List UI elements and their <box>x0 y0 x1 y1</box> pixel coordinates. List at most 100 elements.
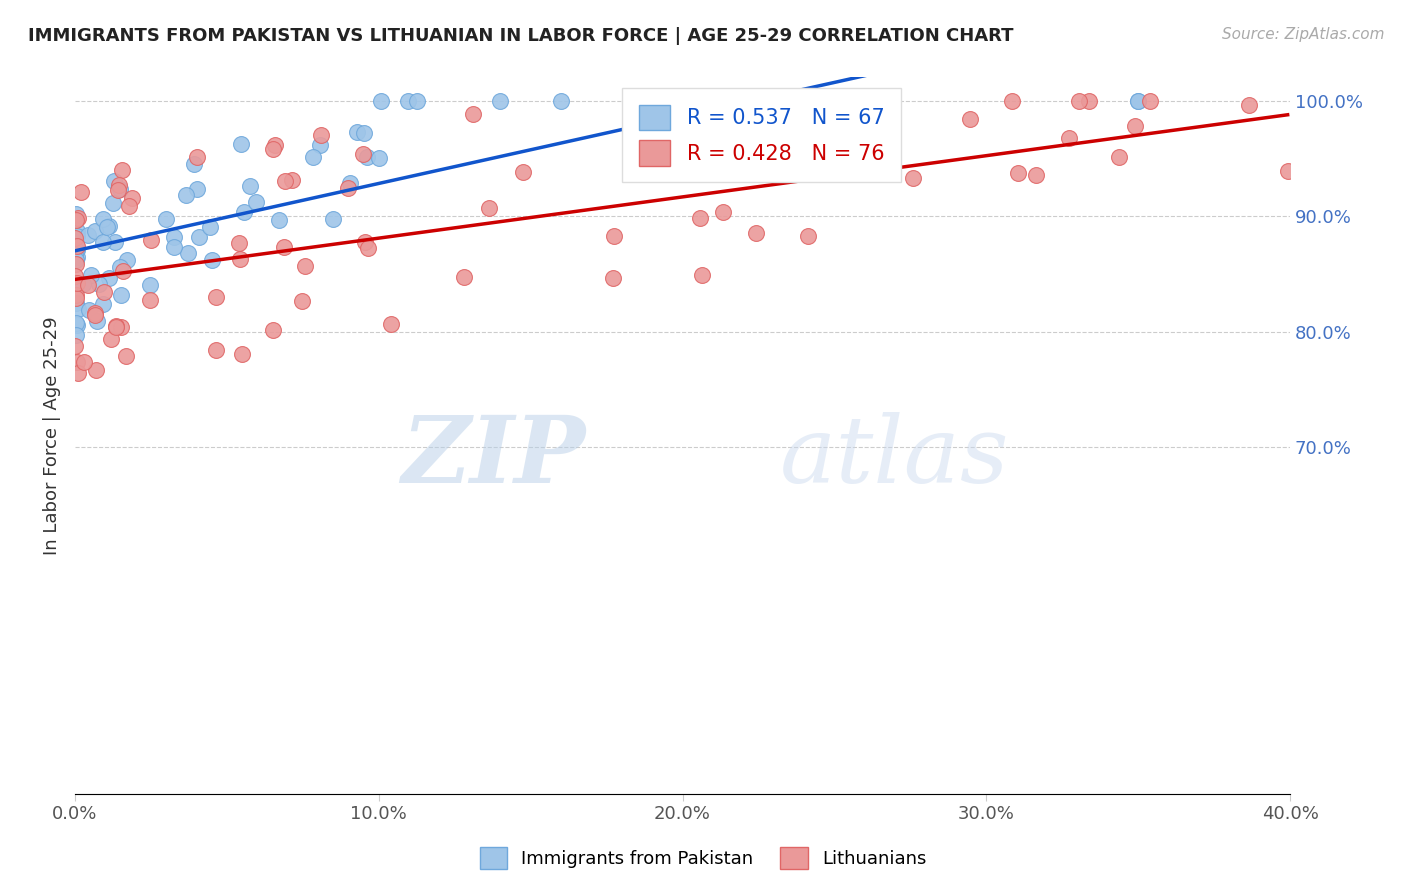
Point <box>103 174 125 188</box>
Point <box>105 319 128 334</box>
Point <box>163 230 186 244</box>
Point <box>73 355 96 369</box>
Point <box>274 174 297 188</box>
Point <box>141 233 163 247</box>
Point <box>356 150 378 164</box>
Point <box>65 243 87 257</box>
Point <box>233 205 256 219</box>
Point <box>1077 94 1099 108</box>
Point <box>65 327 87 342</box>
Point <box>183 157 205 171</box>
Point <box>65 213 87 227</box>
Point <box>512 164 534 178</box>
Point <box>308 138 330 153</box>
Point <box>107 183 129 197</box>
Point <box>1126 94 1149 108</box>
Point <box>112 264 135 278</box>
Point <box>65 317 87 331</box>
Point <box>711 204 734 219</box>
Point <box>396 94 419 108</box>
Point <box>97 219 120 233</box>
Point <box>1139 94 1161 108</box>
Point <box>204 290 226 304</box>
Point <box>84 363 107 377</box>
Point <box>139 293 162 307</box>
Point <box>461 107 484 121</box>
Point <box>100 332 122 346</box>
Point <box>108 181 131 195</box>
Point <box>155 212 177 227</box>
Point <box>901 170 924 185</box>
Point <box>1001 94 1024 108</box>
Point <box>65 252 87 267</box>
Point <box>352 147 374 161</box>
Point <box>83 308 105 322</box>
Point <box>65 268 87 283</box>
Point <box>66 366 89 380</box>
Point <box>478 202 501 216</box>
Text: IMMIGRANTS FROM PAKISTAN VS LITHUANIAN IN LABOR FORCE | AGE 25-29 CORRELATION CH: IMMIGRANTS FROM PAKISTAN VS LITHUANIAN I… <box>28 27 1014 45</box>
Text: ZIP: ZIP <box>401 412 585 502</box>
Point <box>63 248 86 262</box>
Point <box>550 94 572 108</box>
Point <box>262 143 284 157</box>
Point <box>1007 166 1029 180</box>
Point <box>104 235 127 250</box>
Point <box>602 270 624 285</box>
Point <box>339 176 361 190</box>
Point <box>229 252 252 267</box>
Point <box>72 277 94 292</box>
Point <box>139 278 162 293</box>
Point <box>205 343 228 358</box>
Point <box>66 355 89 369</box>
Point <box>91 211 114 226</box>
Point <box>281 173 304 187</box>
Legend: R = 0.537   N = 67, R = 0.428   N = 76: R = 0.537 N = 67, R = 0.428 N = 76 <box>621 87 901 183</box>
Point <box>823 94 845 108</box>
Point <box>290 294 312 309</box>
Point <box>103 196 125 211</box>
Text: atlas: atlas <box>780 412 1010 502</box>
Point <box>65 236 87 251</box>
Point <box>380 317 402 331</box>
Point <box>105 320 128 334</box>
Point <box>70 185 93 199</box>
Point <box>66 229 89 244</box>
Point <box>269 213 291 227</box>
Point <box>1126 94 1149 108</box>
Point <box>745 226 768 240</box>
Point <box>66 302 89 317</box>
Legend: Immigrants from Pakistan, Lithuanians: Immigrants from Pakistan, Lithuanians <box>471 838 935 879</box>
Point <box>186 182 208 196</box>
Point <box>796 229 818 244</box>
Point <box>245 194 267 209</box>
Point <box>294 259 316 273</box>
Point <box>65 296 87 310</box>
Point <box>65 212 87 227</box>
Point <box>66 243 89 257</box>
Point <box>174 188 197 202</box>
Point <box>110 163 132 178</box>
Point <box>689 211 711 225</box>
Point <box>93 285 115 299</box>
Point <box>66 277 89 291</box>
Point <box>65 257 87 271</box>
Point <box>91 297 114 311</box>
Point <box>1069 94 1091 108</box>
Point <box>405 94 427 108</box>
Point <box>187 230 209 244</box>
Point <box>66 318 89 332</box>
Point <box>65 287 87 301</box>
Point <box>115 349 138 363</box>
Point <box>80 268 103 282</box>
Point <box>370 94 392 108</box>
Point <box>1057 131 1080 145</box>
Point <box>354 235 377 249</box>
Y-axis label: In Labor Force | Age 25-29: In Labor Force | Age 25-29 <box>44 317 60 555</box>
Point <box>84 306 107 320</box>
Point <box>66 223 89 237</box>
Point <box>690 268 713 282</box>
Point <box>301 150 323 164</box>
Point <box>108 260 131 275</box>
Point <box>163 240 186 254</box>
